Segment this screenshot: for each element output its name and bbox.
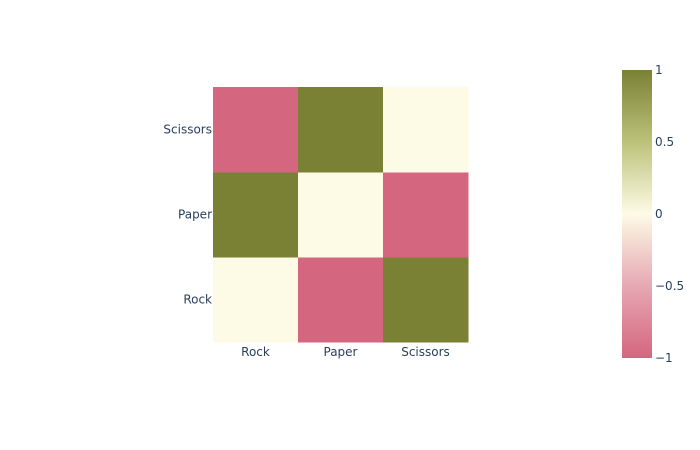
- heatmap-cell-scissors-rock: [213, 87, 299, 173]
- heatmap-cell-paper-scissors: [383, 172, 469, 258]
- y-tick-label: Scissors: [163, 123, 212, 137]
- colorbar-tick-label: 0.5: [655, 135, 674, 149]
- x-tick-label: Rock: [241, 345, 270, 359]
- heatmap-cell-rock-scissors: [383, 257, 469, 343]
- heatmap-cells: [213, 87, 469, 343]
- colorbar-tick-label: 0: [655, 207, 663, 221]
- y-tick-label: Paper: [178, 208, 212, 222]
- heatmap-cell-paper-rock: [213, 172, 299, 258]
- colorbar: 1 0.5 0 −0.5 −1: [622, 63, 684, 365]
- heatmap-cell-scissors-paper: [298, 87, 384, 173]
- heatmap-cell-rock-rock: [213, 257, 299, 343]
- x-tick-label: Scissors: [401, 345, 450, 359]
- colorbar-gradient: [622, 70, 652, 358]
- colorbar-tick-label: −0.5: [655, 279, 684, 293]
- y-tick-label: Rock: [183, 293, 212, 307]
- heatmap-cell-scissors-scissors: [383, 87, 469, 173]
- x-tick-label: Paper: [324, 345, 358, 359]
- heatmap-cell-rock-paper: [298, 257, 384, 343]
- heatmap-cell-paper-paper: [298, 172, 384, 258]
- x-axis-ticks: Rock Paper Scissors: [241, 345, 450, 359]
- colorbar-ticks: 1 0.5 0 −0.5 −1: [655, 63, 684, 365]
- y-axis-ticks: Rock Paper Scissors: [163, 123, 212, 307]
- colorbar-tick-label: 1: [655, 63, 663, 77]
- colorbar-tick-label: −1: [655, 351, 673, 365]
